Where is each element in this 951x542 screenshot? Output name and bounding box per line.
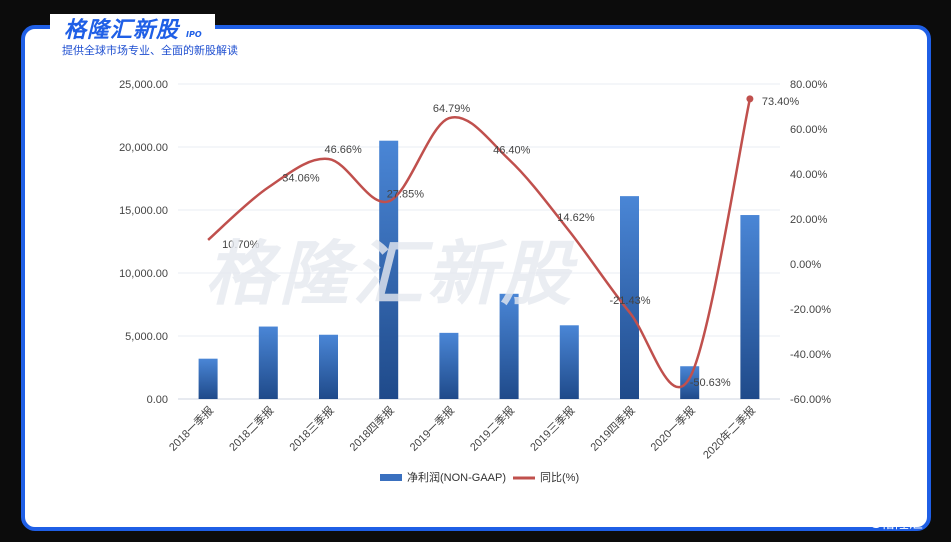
- right-tick-label: 40.00%: [790, 169, 828, 181]
- line-data-label: 34.06%: [282, 172, 320, 184]
- right-tick-label: -60.00%: [790, 394, 831, 406]
- right-tick-label: 20.00%: [790, 214, 828, 226]
- bar: [439, 332, 459, 399]
- left-tick-label: 5,000.00: [125, 331, 168, 343]
- line-data-label: -21.43%: [610, 295, 651, 307]
- bar: [680, 366, 700, 399]
- line-data-label: 64.79%: [433, 103, 471, 115]
- right-tick-label: 60.00%: [790, 124, 828, 136]
- right-tick-label: -20.00%: [790, 304, 831, 316]
- right-tick-label: 0.00%: [790, 259, 821, 271]
- left-tick-label: 15,000.00: [119, 205, 168, 217]
- left-tick-label: 10,000.00: [119, 268, 168, 280]
- bar: [620, 196, 639, 399]
- bar: [740, 215, 760, 399]
- legend-bar-label: 净利润(NON-GAAP): [407, 470, 506, 484]
- bar: [379, 140, 399, 399]
- brand-subtitle: 提供全球市场专业、全面的新股解读: [62, 44, 238, 57]
- line-data-label: 14.62%: [557, 212, 595, 224]
- line-data-label: -50.63%: [690, 377, 731, 389]
- line-data-label: 10.70%: [222, 239, 260, 251]
- bar: [258, 326, 278, 399]
- line-data-label: 73.40%: [762, 96, 800, 108]
- brand-title: 格隆汇新股: [64, 18, 180, 43]
- bar: [559, 325, 579, 399]
- right-tick-label: -40.00%: [790, 349, 831, 361]
- line-end-marker: [746, 95, 754, 103]
- yoy-line: [207, 98, 752, 389]
- right-tick-label: 80.00%: [790, 79, 828, 91]
- bar: [198, 358, 218, 399]
- brand-ipo: IPO: [186, 30, 202, 39]
- left-tick-label: 20,000.00: [119, 142, 168, 154]
- legend-bar-swatch: [380, 474, 402, 481]
- left-tick-label: 0.00: [147, 394, 168, 406]
- bar: [499, 293, 519, 399]
- line-data-label: 46.40%: [493, 145, 531, 157]
- watermark: 格隆汇新股: [205, 233, 575, 315]
- brand-backdrop: [50, 14, 215, 56]
- left-tick-label: 25,000.00: [119, 79, 168, 91]
- line-data-label: 27.85%: [387, 188, 425, 200]
- card-frame: [21, 25, 931, 531]
- line-data-label: 46.66%: [325, 144, 363, 156]
- corner-logo: G格隆汇: [870, 516, 923, 532]
- legend-line-label: 同比(%): [540, 471, 579, 484]
- bar: [319, 334, 338, 399]
